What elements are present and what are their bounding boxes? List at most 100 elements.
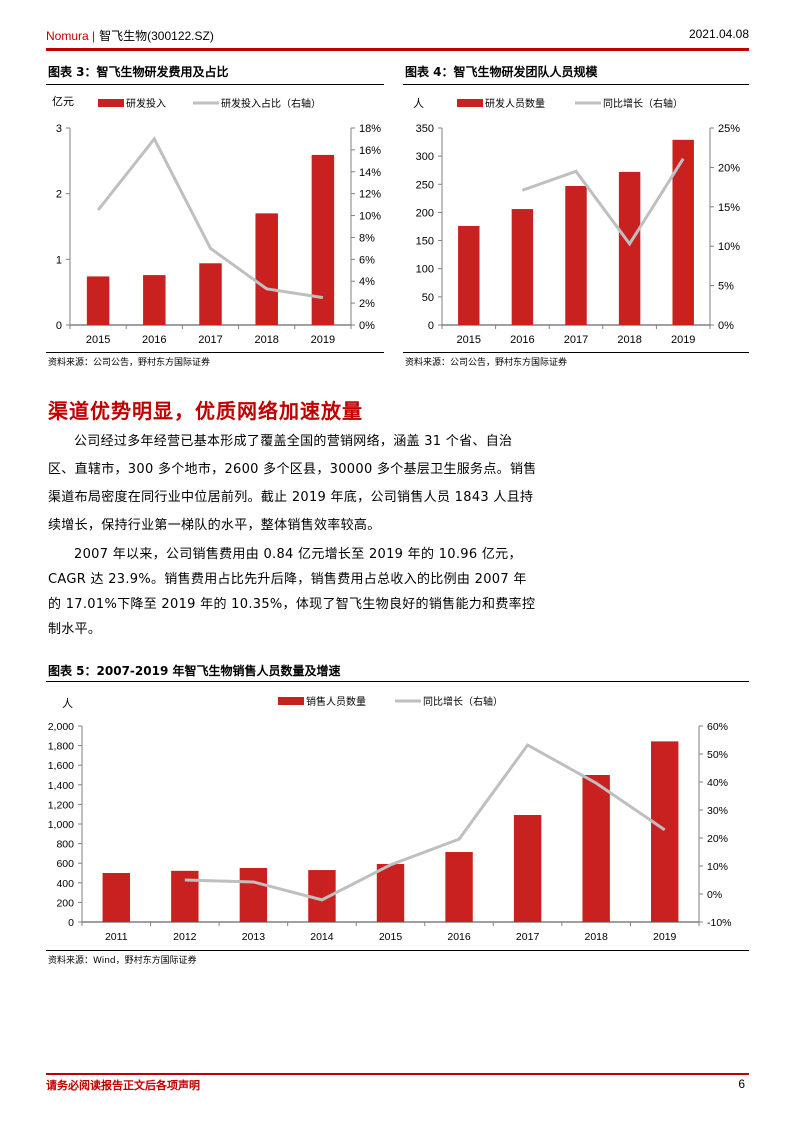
footer-divider xyxy=(46,1073,749,1075)
left-axis-tick: 1,400 xyxy=(48,780,74,792)
y-axis-unit-label: 亿元 xyxy=(52,95,74,108)
bar-2011 xyxy=(102,873,130,922)
x-axis-tick: 2016 xyxy=(447,931,471,943)
right-axis-tick: 50% xyxy=(707,749,728,761)
figure3-title-rule xyxy=(46,84,384,85)
right-axis-tick: 25% xyxy=(718,123,740,135)
bar-2015 xyxy=(376,863,405,922)
legend-bar-label: 研发投入 xyxy=(126,97,166,110)
right-axis-tick: -10% xyxy=(707,917,732,929)
bar-2013 xyxy=(239,868,268,922)
figure3-chart: 亿元 研发投入 研发投入占比（右轴） 0 1 2 3 0% 2% 4% 6% 8% 10% 12% 14% 1… xyxy=(52,95,381,346)
left-axis-tick: 100 xyxy=(416,264,434,276)
figure3-source-rule xyxy=(46,352,384,353)
x-axis-tick: 2018 xyxy=(254,334,278,346)
x-axis-tick: 2015 xyxy=(457,334,481,346)
y-axis-unit-label: 人 xyxy=(62,697,73,710)
bar-2019 xyxy=(672,139,694,325)
left-axis-tick: 2 xyxy=(56,189,62,201)
figure4-source: 资料来源：公司公告，野村东方国际证券 xyxy=(405,358,568,368)
figure4-source-rule xyxy=(403,352,749,353)
x-axis-tick: 2017 xyxy=(564,334,588,346)
left-axis-tick: 600 xyxy=(56,858,74,870)
right-axis-tick: 2% xyxy=(359,298,375,310)
x-axis-tick: 2011 xyxy=(105,931,128,943)
legend-bar-swatch xyxy=(278,697,304,705)
left-axis-tick: 300 xyxy=(416,151,434,163)
bar-2017 xyxy=(513,814,542,922)
legend-bar-label: 研发人员数量 xyxy=(485,97,545,110)
page-number: 6 xyxy=(738,1077,745,1091)
left-axis-tick: 1,800 xyxy=(48,741,74,753)
bar-2018 xyxy=(582,775,610,922)
right-axis-tick: 16% xyxy=(359,145,381,157)
growth-line xyxy=(184,743,666,902)
x-axis-tick: 2019 xyxy=(671,334,695,346)
x-axis-tick: 2014 xyxy=(310,931,334,943)
right-axis-tick: 0% xyxy=(718,320,734,332)
left-axis-tick: 200 xyxy=(416,207,434,219)
left-axis-tick: 1,600 xyxy=(48,760,74,772)
x-axis-tick: 2016 xyxy=(142,334,166,346)
x-axis-tick: 2012 xyxy=(173,931,197,943)
right-axis-tick: 20% xyxy=(707,833,728,845)
left-axis-tick: 250 xyxy=(416,179,434,191)
left-axis-tick: 150 xyxy=(416,236,434,248)
report-date: 2021.04.08 xyxy=(688,27,749,41)
legend-bar-swatch xyxy=(98,99,124,107)
right-axis-tick: 40% xyxy=(707,777,728,789)
left-axis-tick: 0 xyxy=(56,320,62,332)
right-axis-tick: 8% xyxy=(359,232,375,244)
paragraph-sales-network: 公司经过多年经营已基本形成了覆盖全国的营销网络，涵盖 31 个省、自治区、直辖市… xyxy=(48,434,537,533)
figure5-source-rule xyxy=(46,950,749,951)
bar-2018 xyxy=(618,171,641,325)
x-axis-tick: 2018 xyxy=(617,334,641,346)
right-axis-tick: 18% xyxy=(359,123,381,135)
legend-bar-swatch xyxy=(457,99,483,107)
figure4-chart: 人 研发人员数量 同比增长（右轴） 0 50 100 150 200 250 300 350 0% 5%… xyxy=(413,97,740,346)
right-axis-tick: 4% xyxy=(359,276,375,288)
left-axis-tick: 200 xyxy=(56,897,74,909)
right-axis-tick: 5% xyxy=(718,281,734,293)
figure5-source: 资料来源：Wind，野村东方国际证券 xyxy=(48,956,197,966)
x-axis-tick: 2019 xyxy=(311,334,335,346)
brand-label: Nomura | xyxy=(46,29,96,43)
left-axis-tick: 0 xyxy=(68,917,74,929)
bar-2019 xyxy=(651,741,679,922)
figure3-title: 图表 3：智飞生物研发费用及占比 xyxy=(48,65,229,79)
bar-2016 xyxy=(511,209,534,325)
figure4-title-rule xyxy=(403,84,749,85)
left-axis-tick: 2,000 xyxy=(48,721,74,733)
right-axis-tick: 0% xyxy=(707,889,722,901)
left-axis-tick: 3 xyxy=(56,123,62,135)
left-axis-tick: 350 xyxy=(416,123,434,135)
right-axis-tick: 14% xyxy=(359,167,381,179)
right-axis-tick: 6% xyxy=(359,254,375,266)
right-axis-tick: 60% xyxy=(707,721,728,733)
x-axis-tick: 2015 xyxy=(86,334,110,346)
right-axis-tick: 12% xyxy=(359,189,381,201)
x-axis-tick: 2015 xyxy=(379,931,403,943)
right-axis-tick: 20% xyxy=(718,162,740,174)
x-axis-tick: 2019 xyxy=(653,931,677,943)
figure5-title: 图表 5：2007-2019 年智飞生物销售人员数量及增速 xyxy=(48,664,341,678)
figure4-title: 图表 4：智飞生物研发团队人员规模 xyxy=(405,65,598,79)
legend-line-label: 同比增长（右轴） xyxy=(603,97,683,110)
growth-line xyxy=(96,136,324,300)
footer-disclaimer: 请务必阅读报告正文后各项声明 xyxy=(46,1079,200,1092)
bar-2019 xyxy=(311,154,335,325)
legend-line-label: 研发投入占比（右轴） xyxy=(221,97,321,110)
header-divider xyxy=(46,48,749,51)
left-axis-tick: 1,200 xyxy=(48,799,74,811)
company-label: 智飞生物(300122.SZ) xyxy=(99,29,214,43)
growth-line xyxy=(521,157,685,247)
figure5-chart: 人 销售人员数量 同比增长（右轴） 0 200 400 600 800 1,000 1,200 1,… xyxy=(48,695,732,943)
right-axis-tick: 15% xyxy=(718,202,740,214)
bar-2017 xyxy=(199,263,222,325)
x-axis-tick: 2017 xyxy=(198,334,222,346)
right-axis-tick: 30% xyxy=(707,805,728,817)
left-axis-tick: 0 xyxy=(428,320,434,332)
bar-2012 xyxy=(171,870,199,922)
section-heading: 渠道优势明显，优质网络加速放量 xyxy=(48,399,363,423)
bar-2018 xyxy=(255,213,278,325)
